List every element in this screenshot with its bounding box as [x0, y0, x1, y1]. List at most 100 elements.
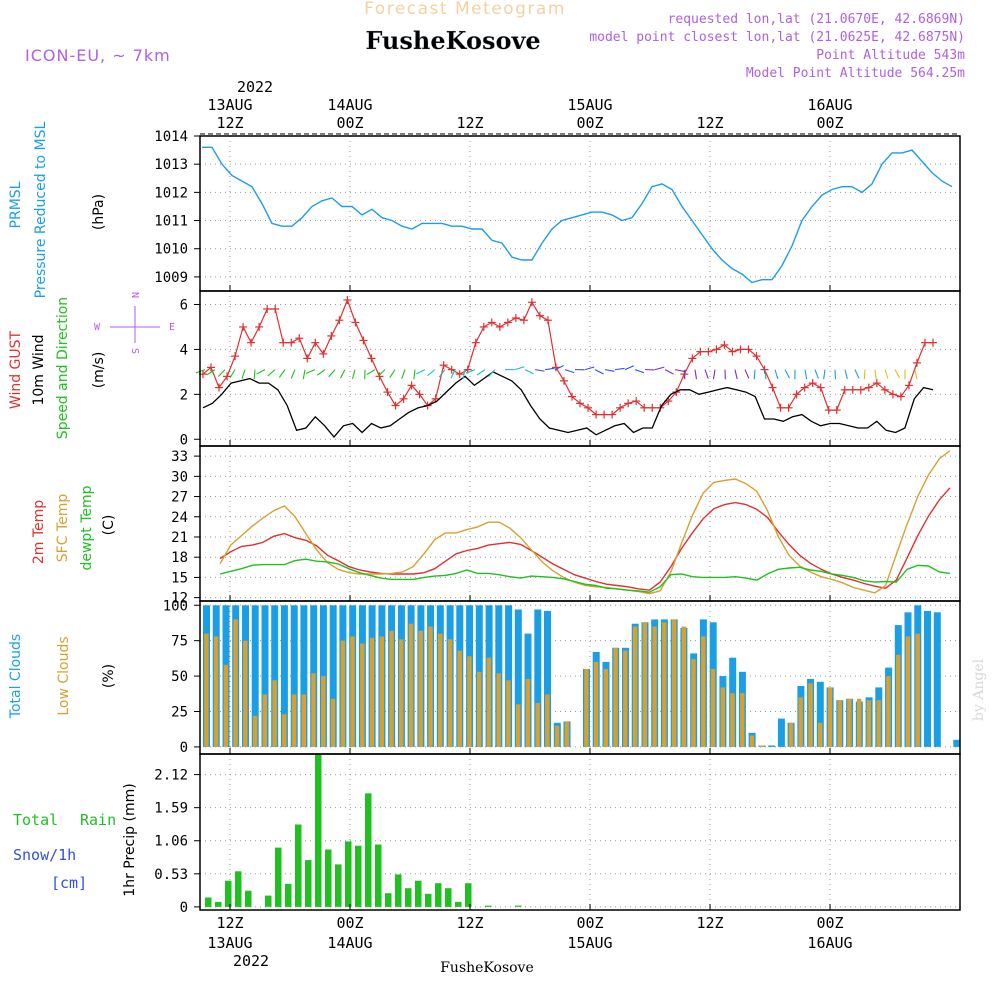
low-cloud-bar [915, 633, 920, 747]
wind-direction-arrow [712, 369, 716, 380]
low-cloud-bar [681, 626, 686, 747]
rain-bar [465, 883, 472, 907]
wind-direction-arrow [328, 369, 336, 378]
low-cloud-bar [710, 669, 716, 747]
total-cloud-bar [544, 610, 551, 747]
y-tick-label: 24 [171, 510, 188, 526]
rain-bar [435, 883, 442, 907]
y-tick-label: 12 [171, 591, 188, 607]
clouds-unit: (%) [101, 664, 117, 688]
low-cloud-bar [632, 626, 638, 747]
wind-direction-arrow [290, 369, 296, 379]
rain-bar [325, 849, 332, 907]
total-cloud-bar [329, 605, 337, 747]
top-hour-label: 00Z [336, 114, 363, 132]
bottom-hour-label: 00Z [816, 914, 843, 932]
total-cloud-bar [261, 605, 269, 747]
wind-direction-arrow [584, 366, 595, 371]
total-cloud-bar [933, 612, 941, 747]
total-cloud-bar [300, 605, 308, 747]
rain-bar [445, 888, 452, 907]
bottom-date-label: 14AUG [327, 934, 372, 952]
rain-bar [335, 864, 342, 907]
y-tick-label: 6 [180, 297, 188, 313]
top-hour-label: 00Z [816, 114, 843, 132]
low-cloud-bar [857, 698, 862, 747]
total-cloud-bar [816, 681, 824, 747]
wind-direction-arrow [674, 369, 685, 372]
temp-sfc-label: SFC Temp [55, 494, 71, 563]
low-cloud-bar [905, 636, 911, 747]
total-cloud-bar [271, 605, 279, 747]
low-cloud-bar [535, 703, 540, 747]
wind-direction-arrow [340, 369, 346, 379]
wind-speed-label: Speed and Direction [55, 297, 71, 439]
compass-south: S [129, 348, 140, 354]
wind-direction-arrow [823, 369, 826, 380]
low-cloud-bar [340, 640, 345, 747]
low-cloud-bar [457, 650, 462, 747]
low-cloud-bar [749, 735, 755, 747]
low-cloud-bar [652, 626, 657, 747]
low-cloud-bar [613, 647, 618, 747]
wind-direction-arrow [874, 369, 877, 380]
wind-direction-arrow [894, 369, 901, 379]
y-tick-label: 27 [171, 490, 188, 506]
rain-bar [385, 893, 392, 907]
wind-direction-arrow [206, 369, 216, 376]
wind-direction-arrow [564, 369, 575, 374]
watermark: by Angel [971, 658, 987, 721]
total-cloud-bar [534, 609, 542, 747]
rain-bar [355, 845, 362, 907]
low-cloud-bar [204, 633, 209, 747]
wind-direction-arrow [834, 369, 837, 380]
rain-bar [275, 847, 282, 907]
wind-direction-arrow [241, 369, 246, 379]
low-cloud-bar [243, 640, 248, 747]
rain-bar [375, 844, 382, 907]
wind-direction-arrow [278, 369, 286, 378]
wind-direction-arrow [256, 369, 266, 375]
total-cloud-bar [505, 605, 513, 747]
rain-bar [225, 880, 232, 907]
temp-unit: (C) [101, 515, 117, 536]
wind-direction-arrow [524, 369, 534, 375]
rain-bar [515, 905, 522, 907]
low-cloud-bar [691, 659, 696, 747]
top-year: 2022 [237, 78, 273, 96]
low-cloud-bar [369, 637, 375, 747]
wind-direction-arrow [305, 369, 316, 374]
low-cloud-bar [506, 680, 511, 747]
wind-direction-arrow [438, 369, 446, 378]
total-cloud-bar [768, 745, 776, 747]
rain-bar [415, 880, 422, 907]
low-cloud-bar [593, 661, 599, 747]
y-tick-label: 15 [171, 570, 188, 586]
temp-line-2 [219, 558, 951, 593]
rain-bar [265, 895, 272, 907]
low-cloud-bar [847, 698, 852, 747]
low-cloud-bar [213, 636, 219, 747]
total-cloud-bar [777, 718, 785, 747]
low-cloud-bar [642, 622, 647, 747]
compass-north: N [129, 292, 140, 298]
wind-direction-arrow [753, 369, 756, 380]
top-hour-label: 12Z [696, 114, 723, 132]
pressure-label-msl: Pressure Reduced to MSL [33, 121, 49, 298]
wind-direction-arrow [694, 369, 698, 380]
y-tick-label: 50 [171, 669, 188, 685]
point-altitude: Point Altitude 543m [816, 48, 965, 63]
low-cloud-bar [886, 676, 891, 747]
wind-direction-arrow [514, 366, 525, 371]
gust-line [202, 298, 933, 416]
wind-direction-arrow [604, 369, 615, 372]
requested-coordinates: requested lon,lat (21.0670E, 42.6869N) [668, 12, 965, 27]
y-tick-label: 1012 [154, 185, 188, 201]
low-cloud-bar [866, 700, 872, 747]
y-tick-label: 1.59 [154, 801, 188, 817]
wind-direction-arrow [784, 369, 790, 379]
total-cloud-bar [514, 609, 522, 747]
wind-direction-arrow [302, 369, 306, 380]
wind-direction-arrow [704, 369, 709, 379]
